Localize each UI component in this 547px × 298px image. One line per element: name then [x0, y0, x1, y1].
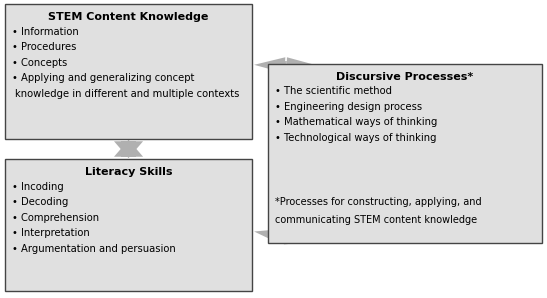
- FancyBboxPatch shape: [268, 64, 542, 243]
- Polygon shape: [114, 141, 143, 158]
- Text: knowledge in different and multiple contexts: knowledge in different and multiple cont…: [15, 89, 240, 99]
- Text: • Concepts: • Concepts: [12, 58, 67, 68]
- Text: • Comprehension: • Comprehension: [12, 213, 99, 223]
- Polygon shape: [282, 232, 290, 241]
- Text: • Engineering design process: • Engineering design process: [275, 102, 422, 112]
- Text: Discursive Processes*: Discursive Processes*: [336, 72, 473, 82]
- FancyBboxPatch shape: [5, 4, 252, 139]
- Text: • Decoding: • Decoding: [12, 197, 68, 207]
- Text: • Technological ways of thinking: • Technological ways of thinking: [275, 133, 436, 143]
- Text: • Interpretation: • Interpretation: [12, 228, 90, 238]
- Text: • Argumentation and persuasion: • Argumentation and persuasion: [12, 244, 176, 254]
- Polygon shape: [285, 61, 287, 69]
- Text: • Mathematical ways of thinking: • Mathematical ways of thinking: [275, 117, 437, 128]
- Polygon shape: [121, 141, 136, 157]
- Polygon shape: [284, 229, 317, 244]
- Polygon shape: [114, 140, 143, 157]
- Text: • The scientific method: • The scientific method: [275, 86, 392, 97]
- Text: Literacy Skills: Literacy Skills: [85, 167, 172, 177]
- Text: • Information: • Information: [12, 27, 79, 37]
- Polygon shape: [254, 229, 288, 244]
- Polygon shape: [286, 57, 317, 73]
- Text: communicating STEM content knowledge: communicating STEM content knowledge: [275, 215, 477, 225]
- Text: • Procedures: • Procedures: [12, 42, 77, 52]
- Text: • Applying and generalizing concept: • Applying and generalizing concept: [12, 73, 194, 83]
- Polygon shape: [254, 57, 286, 73]
- FancyBboxPatch shape: [5, 159, 252, 291]
- Text: • Incoding: • Incoding: [12, 182, 64, 192]
- Text: STEM Content Knowledge: STEM Content Knowledge: [48, 12, 209, 22]
- Text: *Processes for constructing, applying, and: *Processes for constructing, applying, a…: [275, 197, 481, 207]
